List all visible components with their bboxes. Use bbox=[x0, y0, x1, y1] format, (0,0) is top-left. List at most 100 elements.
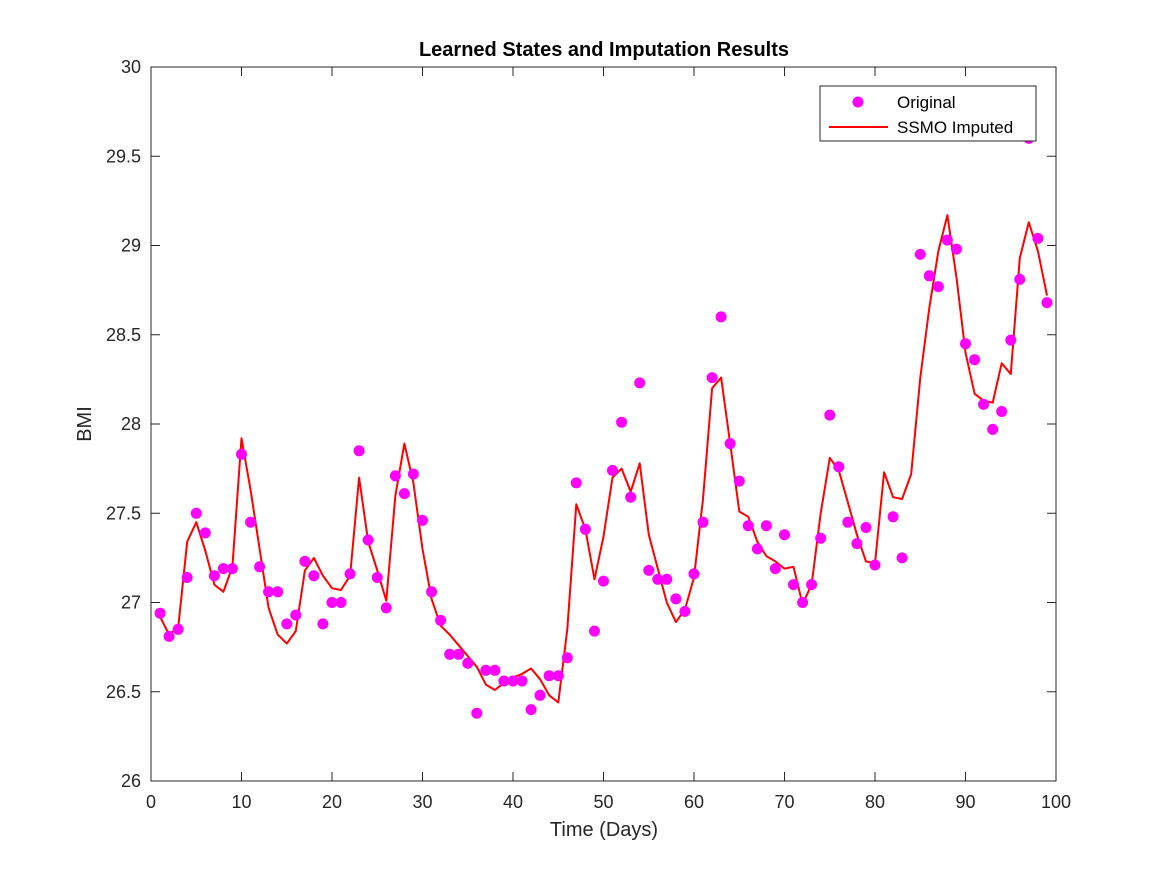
y-tick-label: 27.5 bbox=[106, 503, 141, 523]
data-point-original bbox=[896, 552, 908, 564]
data-point-original bbox=[733, 475, 745, 487]
y-tick-label: 30 bbox=[121, 57, 141, 77]
data-point-original bbox=[525, 704, 537, 716]
data-point-original bbox=[335, 597, 347, 608]
data-point-original bbox=[996, 406, 1008, 417]
data-point-original bbox=[453, 648, 465, 660]
data-point-original bbox=[389, 470, 401, 482]
data-point-original bbox=[326, 597, 338, 608]
x-tick-label: 0 bbox=[146, 792, 156, 812]
data-point-original bbox=[1005, 334, 1017, 346]
plot-area bbox=[151, 67, 1056, 781]
data-point-original bbox=[815, 532, 827, 544]
data-point-original bbox=[751, 543, 763, 555]
data-point-original bbox=[417, 514, 428, 526]
x-tick-label: 50 bbox=[593, 792, 613, 812]
data-point-original bbox=[444, 648, 456, 660]
data-point-original bbox=[308, 570, 320, 582]
data-point-original bbox=[263, 586, 275, 598]
data-point-original bbox=[779, 529, 790, 541]
data-point-original bbox=[670, 593, 682, 605]
data-point-original bbox=[688, 568, 700, 580]
data-point-original bbox=[245, 516, 257, 528]
data-point-original bbox=[661, 573, 673, 585]
data-point-original bbox=[480, 664, 492, 676]
data-point-original bbox=[281, 618, 293, 630]
series-points-group bbox=[154, 132, 1053, 719]
data-point-original bbox=[317, 618, 329, 630]
data-point-original bbox=[652, 573, 664, 585]
chart-title: Learned States and Imputation Results bbox=[419, 39, 789, 61]
data-point-original bbox=[407, 468, 419, 480]
data-point-original bbox=[1041, 297, 1053, 309]
data-point-original bbox=[498, 675, 510, 687]
data-point-original bbox=[579, 523, 591, 535]
y-tick-label: 26.5 bbox=[106, 682, 141, 702]
y-tick-label: 28 bbox=[121, 414, 141, 434]
x-tick-label: 30 bbox=[412, 792, 432, 812]
data-point-original bbox=[833, 461, 845, 473]
y-axis-label: BMI bbox=[74, 406, 96, 442]
x-tick-label: 70 bbox=[774, 792, 794, 812]
data-point-original bbox=[435, 614, 447, 626]
data-point-original bbox=[869, 559, 881, 571]
x-axis-label: Time (Days) bbox=[550, 819, 658, 841]
data-point-original bbox=[923, 270, 935, 282]
y-tick-label: 28.5 bbox=[106, 325, 141, 345]
data-point-original bbox=[860, 522, 872, 533]
y-tick-label: 26 bbox=[121, 771, 141, 791]
data-point-original bbox=[462, 657, 474, 669]
data-point-original bbox=[607, 464, 618, 476]
data-point-original bbox=[543, 670, 555, 682]
data-point-original bbox=[362, 534, 374, 546]
y-tick-label: 29 bbox=[121, 236, 141, 256]
data-point-original bbox=[163, 630, 175, 642]
legend-label-ssmo-imputed: SSMO Imputed bbox=[897, 118, 1013, 137]
data-point-original bbox=[552, 670, 564, 682]
data-point-original bbox=[589, 625, 600, 637]
data-point-original bbox=[516, 675, 528, 687]
data-point-original bbox=[353, 445, 365, 457]
data-point-original bbox=[932, 281, 944, 293]
y-tick-label: 29.5 bbox=[106, 146, 141, 166]
data-point-original bbox=[742, 520, 754, 532]
data-point-original bbox=[426, 586, 438, 598]
data-point-original bbox=[299, 555, 311, 567]
x-tick-label: 100 bbox=[1041, 792, 1071, 812]
data-point-original bbox=[769, 563, 781, 575]
data-point-original bbox=[842, 516, 854, 528]
data-point-original bbox=[706, 372, 718, 384]
data-point-original bbox=[398, 488, 410, 500]
data-point-original bbox=[616, 416, 628, 428]
legend: Original SSMO Imputed bbox=[819, 85, 1037, 142]
data-point-original bbox=[788, 579, 799, 591]
data-point-original bbox=[226, 563, 238, 575]
data-point-original bbox=[534, 689, 546, 701]
data-point-original bbox=[199, 527, 211, 539]
data-point-original bbox=[797, 597, 809, 608]
data-point-original bbox=[570, 477, 582, 489]
data-point-original bbox=[960, 338, 971, 350]
data-point-original bbox=[561, 652, 573, 664]
data-point-original bbox=[181, 572, 193, 583]
legend-marker-original bbox=[852, 96, 864, 108]
x-tick-label: 80 bbox=[865, 792, 885, 812]
data-point-original bbox=[914, 248, 926, 260]
data-point-original bbox=[236, 448, 247, 460]
data-point-original bbox=[272, 586, 284, 598]
data-point-original bbox=[290, 609, 302, 621]
data-point-original bbox=[625, 491, 637, 503]
x-tick-label: 90 bbox=[955, 792, 975, 812]
y-tick-label: 27 bbox=[121, 593, 141, 613]
data-point-original bbox=[172, 623, 184, 635]
data-point-original bbox=[887, 511, 899, 523]
data-point-original bbox=[634, 377, 646, 389]
data-point-original bbox=[598, 575, 609, 587]
data-point-original bbox=[851, 538, 863, 550]
data-point-original bbox=[208, 570, 220, 582]
x-axis-ticks: 0 10 20 30 40 50 60 70 80 90 100 bbox=[146, 67, 1071, 812]
data-point-original bbox=[806, 579, 818, 591]
data-point-original bbox=[1014, 273, 1026, 285]
